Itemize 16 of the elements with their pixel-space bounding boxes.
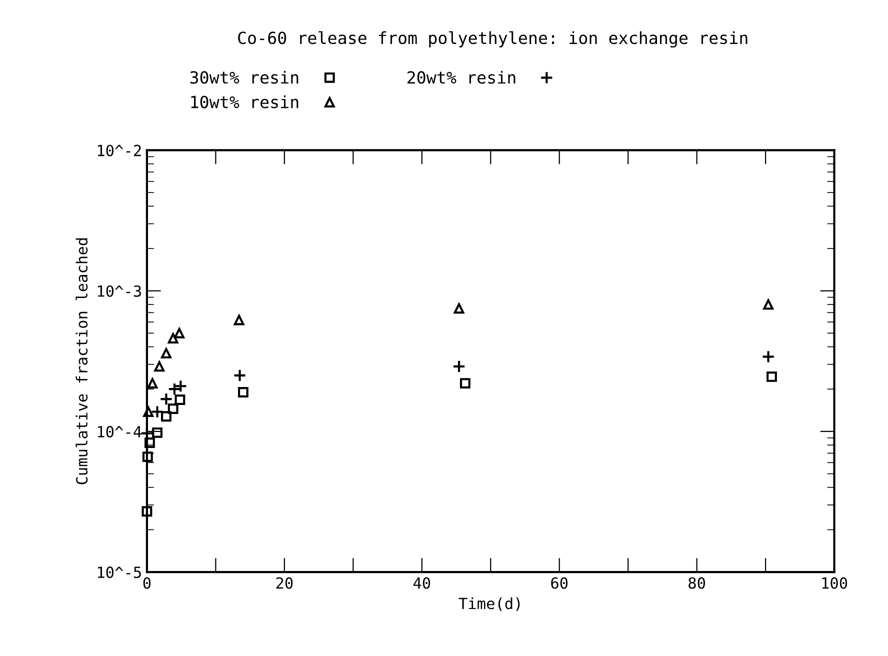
x-axis-title: Time(d) xyxy=(458,597,520,612)
legend-label: 20wt% resin xyxy=(408,70,516,84)
chart-title: Co-60 release from polyethylene: ion exchange resin xyxy=(238,31,748,48)
x-tick-label: 100 xyxy=(822,577,848,589)
x-tick-label: 60 xyxy=(551,577,568,589)
x-tick-label: 20 xyxy=(276,577,293,589)
x-tick-label: 80 xyxy=(688,577,706,589)
y-axis-title: Cumulative fraction leached xyxy=(76,238,88,484)
x-tick-label: 40 xyxy=(413,577,430,589)
y-tick-label: 10^-3 xyxy=(98,285,141,297)
y-tick-label: 10^-5 xyxy=(98,566,141,578)
legend-label: 10wt% resin xyxy=(191,95,298,108)
x-tick-label: 0 xyxy=(143,577,151,589)
legend-label: 30wt% resin xyxy=(190,70,298,84)
y-tick-label: 10^-2 xyxy=(98,144,141,156)
y-tick-label: 10^-4 xyxy=(98,426,142,438)
